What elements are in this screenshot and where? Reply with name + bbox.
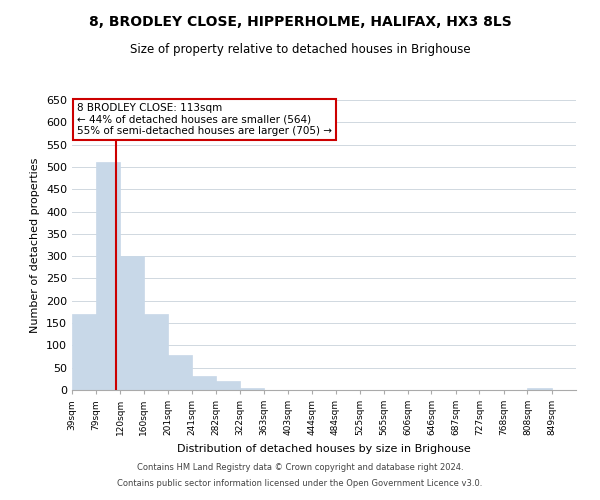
Bar (216, 381, 239, 390)
Bar (191, 376, 216, 390)
Bar (143, 314, 168, 390)
Text: 8 BRODLEY CLOSE: 113sqm
← 44% of detached houses are smaller (564)
55% of semi-d: 8 BRODLEY CLOSE: 113sqm ← 44% of detache… (77, 103, 332, 136)
Y-axis label: Number of detached properties: Number of detached properties (31, 158, 40, 332)
Bar (239, 388, 264, 390)
Text: Contains HM Land Registry data © Crown copyright and database right 2024.: Contains HM Land Registry data © Crown c… (137, 464, 463, 472)
Bar (168, 355, 191, 390)
Bar (95, 162, 120, 390)
Text: 8, BRODLEY CLOSE, HIPPERHOLME, HALIFAX, HX3 8LS: 8, BRODLEY CLOSE, HIPPERHOLME, HALIFAX, … (89, 15, 511, 29)
X-axis label: Distribution of detached houses by size in Brighouse: Distribution of detached houses by size … (177, 444, 471, 454)
Text: Contains public sector information licensed under the Open Government Licence v3: Contains public sector information licen… (118, 478, 482, 488)
Bar (120, 256, 143, 390)
Bar (72, 314, 95, 390)
Text: Size of property relative to detached houses in Brighouse: Size of property relative to detached ho… (130, 42, 470, 56)
Bar (527, 388, 552, 390)
